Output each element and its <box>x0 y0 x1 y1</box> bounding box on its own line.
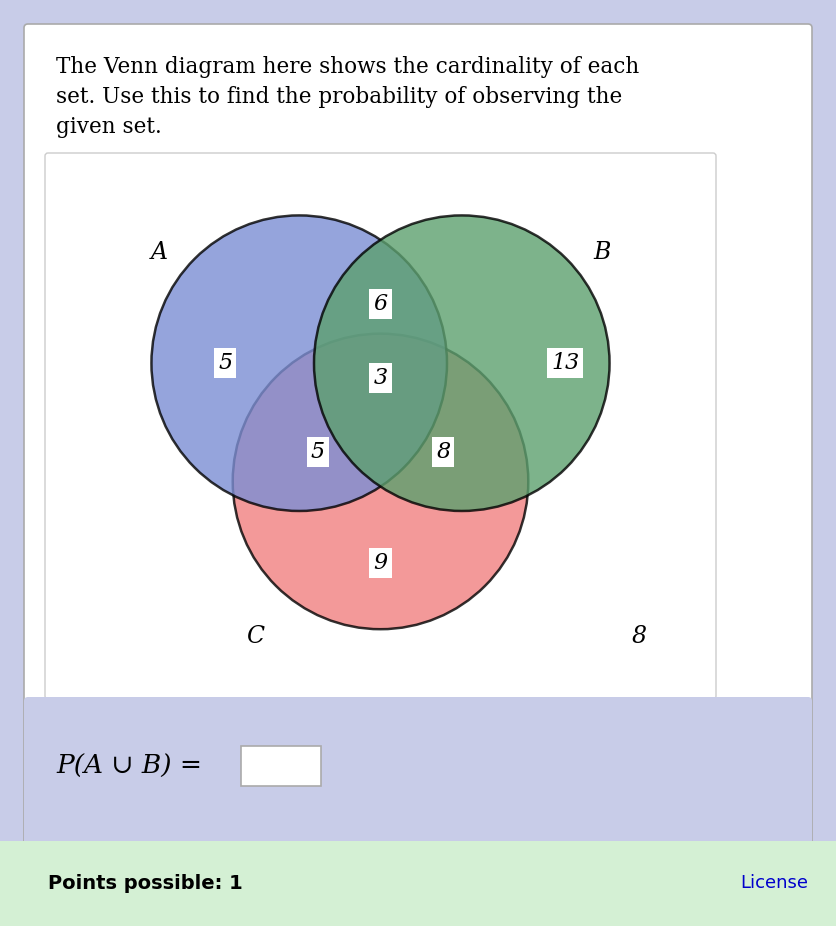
Text: 6: 6 <box>374 294 388 315</box>
Text: given set.: given set. <box>56 116 161 138</box>
Text: 9: 9 <box>374 552 388 574</box>
Text: 8: 8 <box>632 625 646 648</box>
Text: P(A ∪ B) =: P(A ∪ B) = <box>56 754 202 779</box>
Text: License: License <box>740 874 808 893</box>
Text: 3: 3 <box>374 367 388 389</box>
Text: Points possible: 1: Points possible: 1 <box>48 874 242 893</box>
Text: 13: 13 <box>551 352 579 374</box>
Circle shape <box>232 333 528 629</box>
Text: B: B <box>594 241 611 264</box>
Circle shape <box>314 216 609 511</box>
Text: A: A <box>150 241 167 264</box>
Text: 5: 5 <box>218 352 232 374</box>
FancyBboxPatch shape <box>241 746 321 786</box>
Circle shape <box>151 216 447 511</box>
FancyBboxPatch shape <box>24 24 812 845</box>
Text: 8: 8 <box>436 441 451 463</box>
Text: 5: 5 <box>311 441 324 463</box>
Text: set. Use this to find the probability of observing the: set. Use this to find the probability of… <box>56 86 622 108</box>
FancyBboxPatch shape <box>24 697 812 845</box>
Text: The Venn diagram here shows the cardinality of each: The Venn diagram here shows the cardinal… <box>56 56 640 78</box>
FancyBboxPatch shape <box>0 841 836 926</box>
FancyBboxPatch shape <box>45 153 716 699</box>
Text: C: C <box>246 625 264 648</box>
